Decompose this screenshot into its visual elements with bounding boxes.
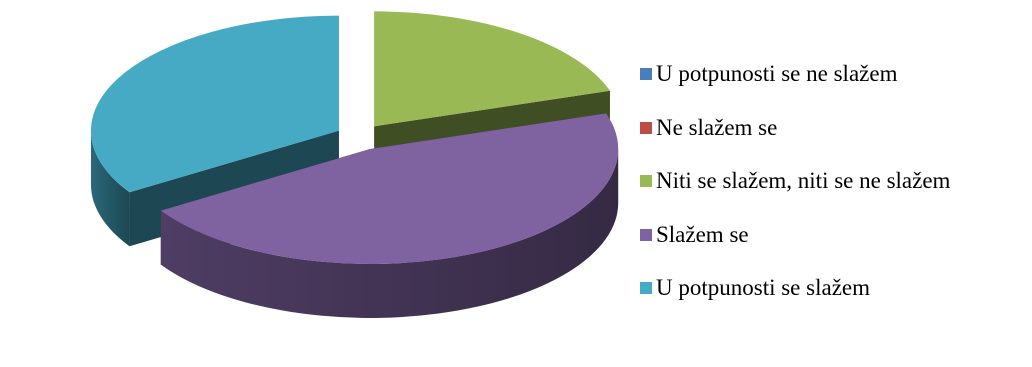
legend-label: U potpunosti se ne slažem — [656, 61, 898, 86]
legend-item: Slažem se — [640, 220, 1032, 250]
legend: U potpunosti se ne slažem Ne slažem se Nit… — [640, 59, 1032, 327]
legend-swatch — [640, 121, 652, 134]
pie-slice-rim — [90, 130, 130, 247]
legend-item: Ne slažem se — [640, 113, 1032, 143]
legend-swatch — [640, 228, 652, 241]
pie-slice — [160, 113, 619, 318]
pie-slice-top — [374, 11, 610, 127]
legend-item: U potpunosti se slažem — [640, 273, 1032, 303]
legend-swatch — [640, 175, 652, 187]
legend-swatch — [640, 68, 652, 80]
pie-slice-top — [90, 15, 339, 193]
legend-label: Niti se slažem, niti se ne slažem — [656, 168, 951, 193]
legend-swatch — [640, 282, 652, 294]
legend-label: U potpunosti se slažem — [656, 275, 870, 300]
pie-slice-top — [160, 113, 619, 264]
pie-plot-area — [90, 11, 619, 318]
legend-item: U potpunosti se ne slažem — [640, 59, 1032, 89]
legend-label: Slažem se — [656, 221, 749, 247]
legend-item: Niti se slažem, niti se ne slažem — [640, 166, 1032, 196]
legend-label: Ne slažem se — [656, 114, 778, 140]
pie-slice-rim — [160, 148, 619, 318]
